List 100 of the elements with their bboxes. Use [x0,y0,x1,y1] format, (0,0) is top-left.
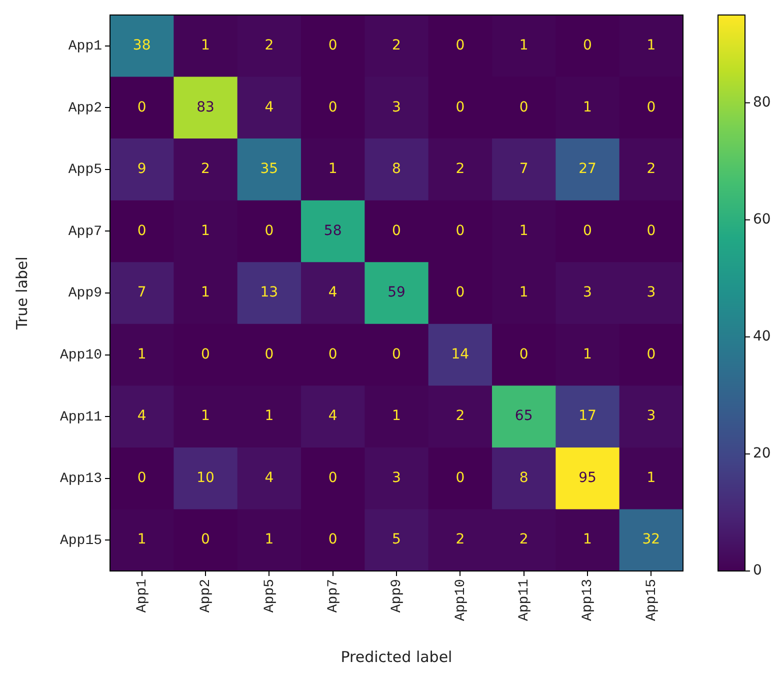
data-label: 0 [328,99,338,116]
x-tick-label: App11 [516,578,533,622]
data-label: 35 [260,161,278,178]
data-label: 1 [201,38,210,54]
data-label: 0 [264,222,274,239]
data-label: 2 [519,532,528,548]
x-axis-title: Predicted label [340,648,452,666]
x-tick-label: App1 [134,578,151,613]
data-label: 4 [264,99,274,116]
data-label: 0 [137,470,146,486]
data-label: 9 [137,161,146,178]
data-label: 0 [328,470,338,486]
y-tick-label: App13 [60,471,102,488]
data-label: 4 [328,408,338,424]
data-label: 8 [519,470,528,486]
data-label: 0 [392,222,401,239]
data-label: 1 [519,222,528,239]
data-label: 1 [646,38,656,54]
data-label: 0 [456,38,465,54]
data-label: 0 [137,99,146,116]
data-label: 14 [451,346,470,362]
y-tick-label: App10 [60,347,102,364]
data-label: 3 [392,470,401,486]
data-label: 2 [456,408,465,424]
data-label: 1 [583,346,592,362]
data-label: 83 [196,99,214,116]
data-label: 13 [260,284,278,301]
data-label: 5 [392,532,401,548]
data-label: 0 [519,346,528,362]
data-label: 7 [519,161,528,178]
data-label: 32 [642,532,660,548]
y-tick-label: App9 [68,286,102,302]
y-tick-label: App1 [68,38,102,55]
data-label: 3 [646,284,656,301]
data-label: 0 [583,222,592,239]
data-label: 0 [264,346,274,362]
data-label: 7 [137,284,146,301]
data-label: 4 [137,408,146,424]
data-label: 3 [583,284,592,301]
x-tick-label: App13 [580,578,596,622]
data-label: 1 [328,161,338,178]
data-label: 4 [264,470,274,486]
data-label: 2 [456,532,465,548]
x-tick-label: App7 [326,578,342,613]
data-label: 0 [392,346,401,362]
x-tick-label: App15 [644,578,660,622]
data-label: 58 [324,222,342,239]
data-label: 65 [514,408,533,424]
data-label: 0 [328,346,338,362]
data-label: 2 [264,38,274,54]
data-label: 1 [201,408,210,424]
data-label: 10 [196,470,214,486]
data-label: 0 [137,222,146,239]
y-tick-label: App11 [60,409,102,426]
data-label: 1 [201,222,210,239]
data-label: 1 [201,284,210,301]
x-tick-label: App5 [262,578,278,613]
color-bar-label: 20 [753,446,771,462]
data-label: 0 [328,38,338,54]
y-axis-title: True label [12,256,31,330]
color-bar-label: 80 [753,94,771,110]
data-label: 8 [392,161,401,178]
y-tick-label: App15 [60,532,102,549]
data-label: 0 [456,470,465,486]
data-label: 0 [583,38,592,54]
data-label: 1 [519,284,528,301]
data-label: 0 [646,346,656,362]
data-label: 1 [137,532,146,548]
x-tick-label: App9 [389,578,406,613]
color-bar-label: 0 [753,562,762,579]
data-label: 0 [328,532,338,548]
data-label: 0 [456,99,465,116]
data-label: 4 [328,284,338,301]
data-label: 0 [201,346,210,362]
data-label: 2 [392,38,401,54]
y-tick-label: App5 [68,162,102,178]
data-label: 0 [201,532,210,548]
data-label: 0 [646,99,656,116]
color-bar-label: 60 [753,211,771,228]
x-tick-label: App10 [452,578,469,622]
data-label: 1 [583,532,592,548]
y-tick-label: App2 [68,100,102,116]
x-tick-label: App2 [198,578,214,613]
data-label: 1 [264,532,274,548]
data-label: 2 [456,161,465,178]
data-label: 17 [578,408,596,424]
data-label: 3 [392,99,401,116]
color-bar-label: 40 [753,328,771,345]
data-label: 0 [519,99,528,116]
data-label: 95 [578,470,596,486]
data-label: 0 [456,222,465,239]
data-label: 59 [388,284,406,301]
data-label: 1 [264,408,274,424]
data-label: 27 [578,161,596,178]
data-label: 38 [132,38,151,54]
data-label: 1 [137,346,146,362]
data-label: 1 [583,99,592,116]
data-label: 1 [646,470,656,486]
data-label: 1 [392,408,401,424]
y-tick-label: App7 [68,224,102,240]
